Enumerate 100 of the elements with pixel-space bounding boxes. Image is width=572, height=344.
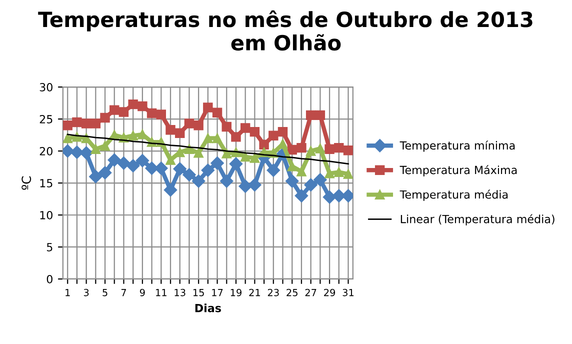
y-tick-label: 5 bbox=[46, 243, 52, 252]
point bbox=[128, 99, 138, 110]
point bbox=[287, 162, 297, 172]
y-tick-label: 20 bbox=[40, 146, 52, 156]
legend-label: Temperatura média bbox=[400, 190, 508, 201]
point bbox=[240, 123, 250, 133]
point bbox=[222, 122, 232, 132]
point bbox=[81, 118, 92, 128]
point bbox=[138, 101, 148, 112]
point bbox=[304, 178, 318, 192]
point bbox=[220, 174, 234, 188]
point bbox=[90, 144, 101, 154]
point bbox=[166, 155, 176, 165]
y-axis-title: ºC bbox=[22, 176, 32, 190]
point bbox=[259, 140, 269, 150]
point bbox=[154, 162, 168, 175]
point bbox=[62, 144, 74, 158]
x-tick-label: 11 bbox=[156, 289, 166, 296]
x-tick-label: 21 bbox=[249, 288, 260, 296]
point bbox=[62, 133, 72, 144]
legend-label: Temperatura Máxima bbox=[400, 165, 517, 176]
point bbox=[238, 180, 252, 193]
point bbox=[98, 166, 112, 180]
point bbox=[240, 152, 250, 162]
point bbox=[332, 189, 346, 202]
point bbox=[250, 126, 260, 137]
point bbox=[212, 133, 222, 144]
point bbox=[201, 164, 215, 177]
x-tick-label: 31 bbox=[342, 288, 354, 296]
x-tick-label: 29 bbox=[324, 288, 336, 296]
point bbox=[100, 112, 110, 123]
point bbox=[334, 167, 344, 177]
x-tick-label: 7 bbox=[121, 289, 126, 296]
point bbox=[166, 125, 176, 135]
x-tick-label: 19 bbox=[230, 288, 242, 296]
point bbox=[222, 148, 232, 158]
point bbox=[146, 108, 157, 118]
point bbox=[128, 130, 138, 141]
legend-label: Linear (Temperatura média) bbox=[400, 214, 554, 226]
point bbox=[334, 142, 344, 153]
point bbox=[306, 110, 316, 120]
x-tick-label: 5 bbox=[102, 289, 108, 296]
point bbox=[117, 156, 130, 170]
point bbox=[324, 168, 334, 178]
point bbox=[126, 159, 140, 172]
point bbox=[72, 117, 82, 128]
x-tick-label: 17 bbox=[212, 289, 223, 296]
x-tick-label: 15 bbox=[193, 289, 204, 296]
point bbox=[250, 153, 260, 163]
point bbox=[110, 105, 120, 115]
point bbox=[80, 146, 93, 160]
point bbox=[174, 128, 185, 138]
x-tick-label: 27 bbox=[305, 288, 316, 296]
point bbox=[266, 164, 280, 177]
x-axis-title: Dias bbox=[195, 304, 221, 312]
point bbox=[210, 156, 224, 170]
point bbox=[100, 141, 110, 151]
point bbox=[62, 120, 72, 130]
point bbox=[212, 108, 222, 118]
point bbox=[108, 153, 121, 167]
point bbox=[182, 168, 196, 182]
x-tick-label: 25 bbox=[286, 288, 298, 296]
point bbox=[343, 169, 353, 179]
point bbox=[136, 154, 150, 168]
point bbox=[118, 107, 129, 117]
point bbox=[229, 157, 243, 170]
point bbox=[192, 174, 206, 188]
y-tick-label: 0 bbox=[46, 274, 52, 284]
point bbox=[164, 183, 178, 197]
point bbox=[89, 170, 102, 184]
legend-label: Temperatura mínima bbox=[400, 140, 515, 152]
point bbox=[315, 110, 326, 120]
point bbox=[90, 118, 101, 128]
point bbox=[278, 126, 288, 137]
point bbox=[70, 146, 84, 159]
point bbox=[296, 142, 306, 153]
point bbox=[294, 189, 308, 202]
y-tick-label: 10 bbox=[40, 210, 52, 220]
point bbox=[203, 102, 213, 112]
point bbox=[173, 162, 186, 176]
y-tick-label: 15 bbox=[40, 179, 52, 188]
x-tick-label: 3 bbox=[84, 288, 89, 296]
point bbox=[343, 146, 353, 156]
y-tick-label: 30 bbox=[40, 83, 52, 92]
point bbox=[231, 132, 241, 142]
point bbox=[184, 118, 194, 128]
point bbox=[306, 146, 316, 156]
point bbox=[314, 173, 327, 186]
y-tick-label: 25 bbox=[40, 115, 52, 124]
point bbox=[315, 144, 326, 154]
point bbox=[324, 144, 334, 154]
x-tick-label: 13 bbox=[174, 288, 186, 296]
point bbox=[203, 133, 213, 144]
x-tick-label: 23 bbox=[268, 288, 279, 296]
point bbox=[156, 110, 166, 120]
point bbox=[286, 174, 299, 188]
point bbox=[184, 144, 194, 154]
point bbox=[248, 178, 262, 192]
point bbox=[81, 133, 92, 144]
x-tick-label: 1 bbox=[66, 289, 70, 296]
